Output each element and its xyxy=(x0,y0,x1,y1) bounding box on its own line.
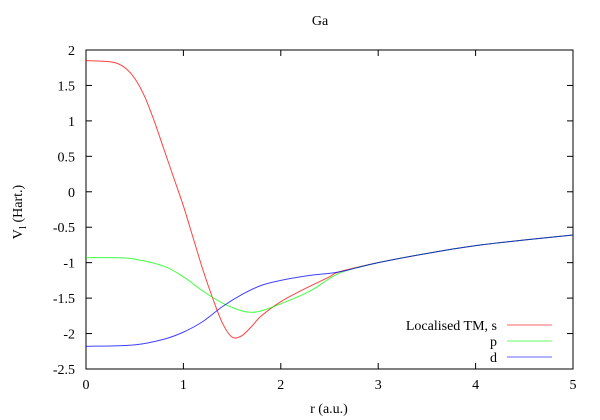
x-axis-label: r (a.u.) xyxy=(310,402,348,417)
y-tick-label: -2 xyxy=(63,328,75,343)
y-axis-label: Vl (Hart.) xyxy=(11,184,29,239)
y-tick-label: -1 xyxy=(63,257,75,272)
legend-label: Localised TM, s xyxy=(406,319,497,334)
x-tick-label: 5 xyxy=(570,378,577,393)
legend-label: d xyxy=(490,351,497,366)
x-tick-label: 1 xyxy=(180,378,187,393)
x-tick-label: 4 xyxy=(472,378,479,393)
y-tick-label: -0.5 xyxy=(53,221,75,236)
series-line-s xyxy=(85,60,574,339)
plot-frame xyxy=(85,49,574,370)
y-tick-label: 1.5 xyxy=(58,79,76,94)
chart-title: Ga xyxy=(312,14,329,29)
x-tick-label: 3 xyxy=(375,378,382,393)
legend-label: p xyxy=(490,335,497,350)
x-tick-label: 0 xyxy=(83,378,90,393)
y-tick-label: 1 xyxy=(68,115,75,130)
y-tick-label: 0.5 xyxy=(58,150,76,165)
x-tick-label: 2 xyxy=(277,378,284,393)
y-tick-label: 2 xyxy=(68,44,75,59)
y-tick-label: -1.5 xyxy=(53,292,75,307)
y-tick-label: -2.5 xyxy=(53,363,75,378)
series-line-d xyxy=(85,234,574,347)
y-tick-label: 0 xyxy=(68,186,75,201)
